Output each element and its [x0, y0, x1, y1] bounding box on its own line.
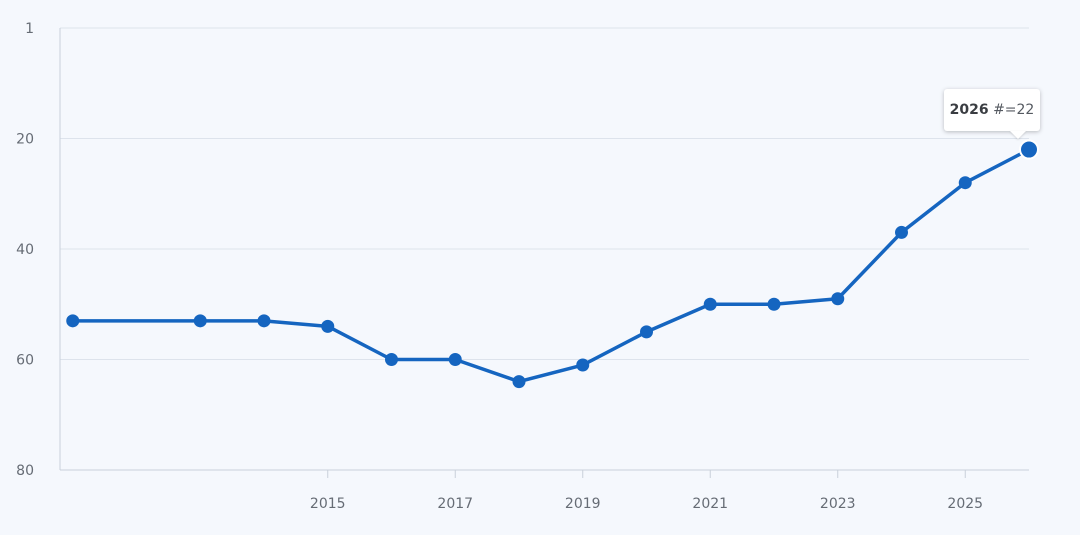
data-point[interactable] [958, 176, 972, 190]
data-point[interactable] [193, 314, 207, 328]
x-tick-label: 2019 [565, 496, 601, 512]
axes [59, 28, 1029, 471]
data-point[interactable] [385, 353, 398, 366]
data-point[interactable] [512, 375, 526, 389]
data-point[interactable] [640, 325, 653, 339]
tooltip-year: 2026 [949, 102, 989, 118]
data-point[interactable] [767, 297, 781, 311]
x-axis-ticks: 2015 2017 2019 2021 2023 2025 [310, 470, 983, 512]
data-point[interactable] [448, 353, 462, 366]
data-point[interactable] [321, 319, 335, 333]
tooltip: 2026 #=22 [944, 89, 1040, 131]
data-point[interactable] [66, 314, 80, 328]
y-tick-label: 60 [16, 353, 34, 369]
tooltip-pointer [1010, 131, 1026, 139]
x-tick-label: 2021 [692, 496, 728, 512]
y-tick-label: 1 [25, 21, 34, 37]
x-tick-label: 2025 [947, 496, 983, 512]
tooltip-value: #=22 [993, 102, 1035, 118]
data-point[interactable] [1019, 139, 1039, 160]
series-ranking [71, 147, 1031, 384]
data-point[interactable] [703, 297, 717, 311]
y-tick-label: 80 [16, 463, 34, 479]
data-point[interactable] [257, 314, 271, 328]
data-point[interactable] [576, 358, 590, 372]
grid-lines [60, 27, 1029, 360]
data-points [66, 139, 1039, 389]
x-tick-label: 2023 [820, 496, 856, 512]
y-axis-ticks: 1 20 40 60 80 [16, 21, 34, 479]
data-point[interactable] [831, 292, 845, 306]
series-line [71, 147, 1031, 384]
data-point[interactable] [895, 225, 908, 239]
y-tick-label: 20 [16, 132, 34, 148]
x-tick-label: 2015 [310, 496, 346, 512]
x-tick-label: 2017 [437, 496, 473, 512]
y-tick-label: 40 [16, 242, 34, 258]
